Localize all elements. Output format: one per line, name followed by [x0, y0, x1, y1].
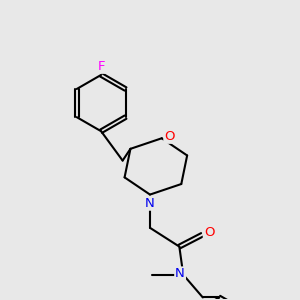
- Text: N: N: [144, 197, 154, 210]
- Text: O: O: [164, 130, 175, 143]
- Text: F: F: [98, 60, 105, 73]
- Text: N: N: [175, 268, 185, 281]
- Text: O: O: [204, 226, 214, 239]
